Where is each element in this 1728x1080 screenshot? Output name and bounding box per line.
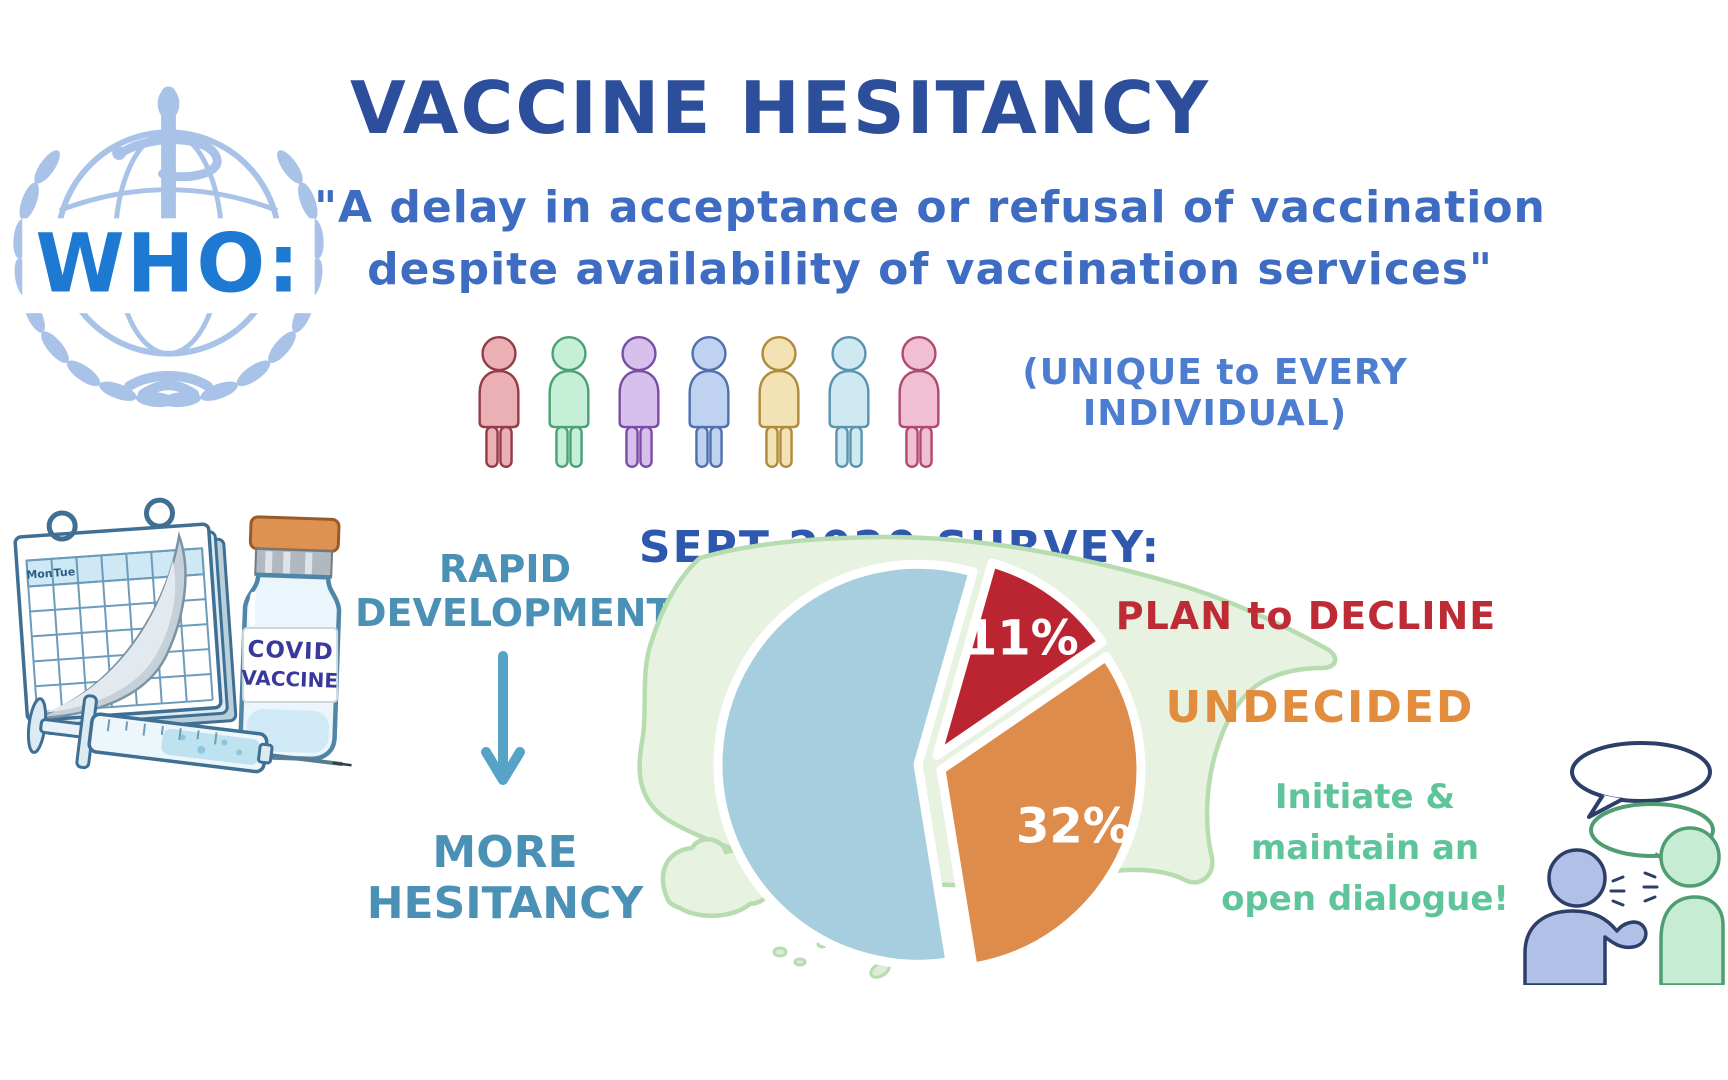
syringe-illustration	[26, 694, 352, 774]
calendar-day-tue: Tue	[53, 565, 75, 579]
serpent-icon	[116, 135, 222, 182]
dialogue-note: Initiate & maintain an open dialogue!	[1210, 772, 1520, 925]
rapid-line1: RAPID	[438, 547, 572, 591]
calendar-illustration: Mon Tue	[13, 497, 238, 735]
calendar-day-mon: Mon	[26, 567, 53, 582]
talking-emphasis-marks	[1609, 871, 1659, 907]
dialogue-line1: Initiate &	[1274, 777, 1456, 817]
person-figure-mint	[548, 335, 590, 468]
person-figure-rose	[478, 335, 520, 468]
plan-to-decline-label: PLAN to DECLINE	[1115, 594, 1497, 638]
vial-label	[242, 627, 339, 704]
green-person-figure	[1659, 826, 1725, 985]
definition-quote-line2: despite availability of vaccination serv…	[367, 244, 1493, 295]
person-figure-periwinkle	[688, 335, 730, 468]
pie-slice-remainder-unlabeled	[713, 559, 978, 969]
wreath-stems	[124, 370, 213, 400]
blue-person-figure	[1523, 848, 1648, 985]
calendar-page-curl	[31, 530, 187, 720]
person-figure-gold	[758, 335, 800, 468]
rapid-development-block: RAPID DEVELOPMENT	[355, 547, 673, 635]
vial-cap	[248, 515, 341, 553]
page-title: VACCINE HESITANCY	[349, 66, 1211, 150]
person-figure-pink	[898, 335, 940, 468]
people-figures-row	[470, 332, 948, 470]
undecided-label: UNDECIDED	[1165, 682, 1475, 733]
pie-chart: 11% 32%	[713, 558, 1146, 972]
speech-bubble-navy-icon	[1570, 741, 1712, 819]
syringe-needle	[262, 752, 343, 767]
pie-slice-label: 11%	[964, 611, 1079, 667]
vial-label-line1: COVID	[247, 637, 334, 666]
dialogue-line3: open dialogue!	[1221, 879, 1509, 919]
down-arrow-icon	[481, 651, 525, 785]
more-hesitancy-block: MORE HESITANCY	[355, 827, 655, 929]
conversation-illustration	[1523, 741, 1725, 985]
who-label: WHO:	[35, 217, 301, 311]
more-line1: MORE	[432, 827, 578, 878]
more-line2: HESITANCY	[366, 877, 644, 929]
asclepius-staff-icon	[112, 86, 222, 240]
who-logo: WHO:	[13, 86, 324, 408]
pie-slice-plan-to-decline	[932, 558, 1107, 760]
vial-label-line2: VACCINE	[241, 665, 339, 692]
person-figure-lavender	[618, 335, 660, 468]
rapid-line2: DEVELOPMENT	[355, 590, 673, 635]
pie-slice-label: 32%	[1016, 799, 1131, 855]
dialogue-line2: maintain an	[1250, 828, 1480, 868]
pie-slice-undecided	[936, 652, 1146, 972]
unique-note: (UNIQUE to EVERY INDIVIDUAL)	[1022, 352, 1408, 434]
person-figure-light-cyan	[828, 335, 870, 468]
who-label-band	[22, 218, 315, 314]
calendar-rings	[46, 497, 175, 542]
definition-quote-line1: "A delay in acceptance or refusal of vac…	[314, 182, 1546, 233]
